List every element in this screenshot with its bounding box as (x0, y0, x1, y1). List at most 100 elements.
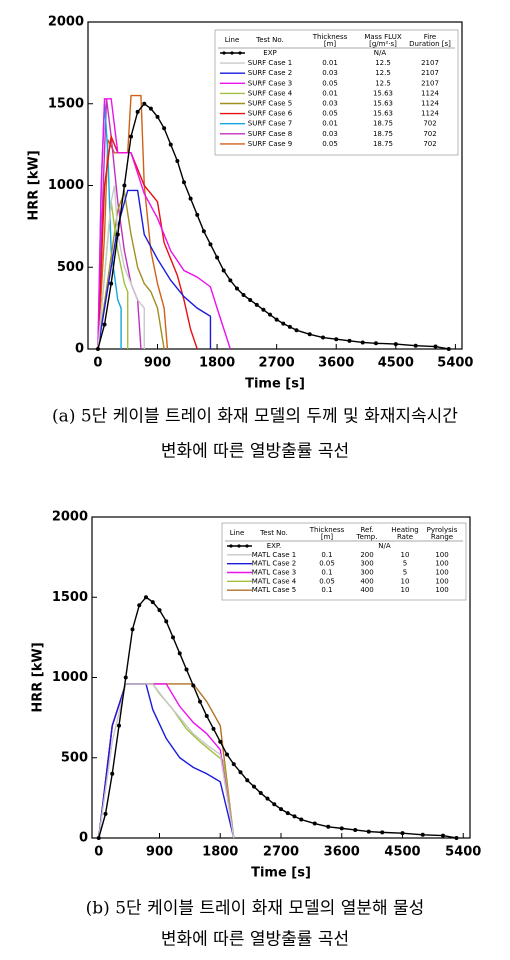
legend-name: MATL Case 3 (252, 569, 297, 577)
data-point (231, 762, 236, 767)
data-point (96, 836, 101, 840)
series-line (97, 185, 145, 350)
legend-param: 10 (401, 586, 410, 594)
legend-param: 0.03 (322, 69, 338, 77)
x-tick-label: 1800 (199, 356, 235, 371)
data-point (281, 321, 286, 326)
data-point (181, 180, 186, 185)
legend-header: Test No. (259, 529, 288, 537)
caption: 변화에 따른 열방출률 곡선 (161, 930, 349, 950)
data-point (168, 142, 173, 147)
x-tick-label: 2700 (263, 845, 299, 860)
legend-header: Heating (391, 526, 418, 534)
data-point (234, 286, 239, 291)
legend-param: 15.63 (373, 89, 393, 97)
legend-param: 12.5 (375, 59, 391, 67)
legend-name: SURF Case 5 (248, 100, 293, 108)
legend-param: 100 (435, 577, 448, 585)
x-tick-label: 900 (144, 356, 171, 371)
y-tick-label: 500 (57, 260, 84, 275)
series-line (98, 596, 457, 839)
data-point (433, 344, 438, 349)
y-tick-label: 500 (61, 750, 88, 765)
y-tick-label: 2000 (52, 510, 88, 525)
data-point (294, 328, 299, 333)
data-point (373, 341, 378, 346)
legend-param: 0.05 (322, 140, 338, 148)
data-point (123, 675, 128, 680)
legend-name: MATL Case 4 (252, 577, 297, 585)
x-axis-title: Time [s] (251, 866, 311, 881)
legend-header: Duration [s] (409, 40, 451, 48)
legend-header: Fire (424, 33, 437, 41)
x-tick-label: 2700 (259, 356, 295, 371)
data-point (157, 608, 162, 613)
data-point (137, 603, 142, 608)
legend-header: [m] (321, 533, 334, 541)
data-point (150, 600, 155, 605)
data-point (225, 752, 229, 757)
legend-header: Thickness (309, 526, 345, 534)
legend-marker (238, 51, 242, 55)
legend-header: Range (431, 533, 453, 541)
data-point (245, 778, 250, 783)
legend-name: SURF Case 6 (248, 110, 293, 118)
legend-param: 10 (401, 577, 410, 585)
legend-name: SURF Case 8 (248, 130, 293, 138)
x-tick-label: 4500 (378, 356, 414, 371)
data-point (292, 814, 297, 819)
data-point (171, 635, 175, 640)
data-point (109, 281, 114, 286)
legend-header: Line (225, 36, 240, 44)
legend-header: Temp. (356, 533, 378, 541)
legend-header: Thickness (312, 33, 348, 41)
data-point (201, 229, 206, 234)
data-point (454, 836, 459, 840)
data-point (215, 255, 220, 260)
legend-name: SURF Case 2 (248, 69, 293, 77)
data-point (261, 307, 266, 312)
series-line (97, 98, 231, 350)
legend-param: 1124 (421, 100, 439, 108)
data-point (177, 651, 182, 656)
data-point (238, 770, 243, 775)
legend-param: 18.75 (373, 120, 393, 128)
legend-param: 300 (360, 560, 373, 568)
data-point (347, 338, 352, 343)
legend-param: N/A (378, 542, 391, 550)
data-point (265, 796, 270, 801)
data-point (221, 268, 226, 273)
data-point (117, 723, 121, 728)
legend-header: Test No. (255, 36, 284, 44)
legend-param: 0.03 (322, 100, 338, 108)
data-point (130, 627, 135, 632)
legend-param: 2107 (421, 79, 439, 87)
data-point (188, 196, 193, 201)
data-point (241, 293, 246, 298)
x-tick-label: 3600 (318, 356, 354, 371)
data-point (110, 771, 115, 776)
data-point (228, 278, 233, 283)
legend-name: EXP. (267, 542, 282, 550)
data-point (122, 183, 127, 188)
legend-name: EXP (263, 49, 276, 57)
y-tick-label: 2000 (48, 15, 84, 30)
legend-param: 0.01 (322, 89, 338, 97)
data-point (184, 667, 189, 672)
data-point (248, 297, 253, 302)
legend-header: Mass FLUX (364, 33, 402, 41)
legend-param: 702 (423, 120, 436, 128)
y-tick-label: 0 (75, 342, 84, 357)
legend-param: 0.05 (319, 577, 335, 585)
legend-name: SURF Case 1 (248, 59, 293, 67)
data-point (360, 340, 365, 345)
data-point (258, 791, 263, 796)
series-line (97, 189, 212, 350)
legend-param: 5 (403, 560, 407, 568)
series-line (97, 133, 198, 350)
data-point (353, 827, 358, 832)
legend-param: 400 (360, 586, 373, 594)
data-point (198, 699, 202, 704)
legend-header: Pyrolysis (427, 526, 458, 534)
data-point (285, 811, 290, 816)
